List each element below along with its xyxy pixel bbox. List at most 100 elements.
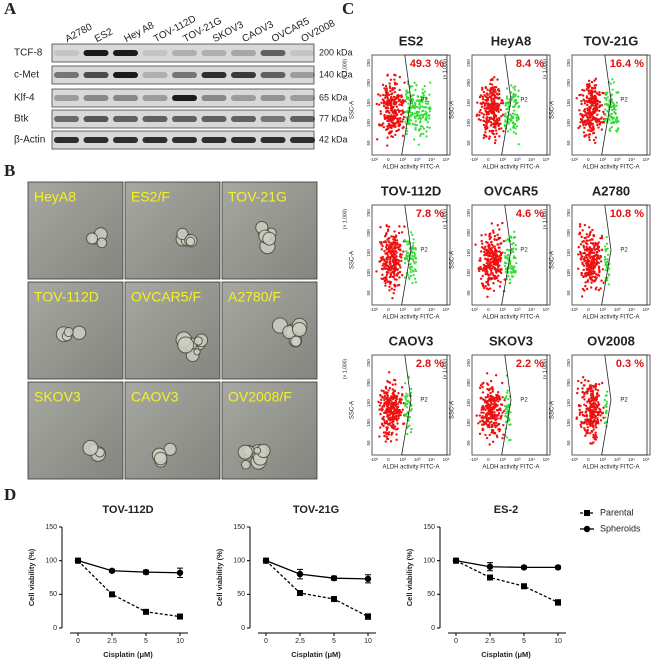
blot-band (172, 72, 197, 78)
flow-dot (425, 130, 428, 133)
flow-dot (595, 421, 598, 425)
flow-dot (397, 124, 401, 128)
flow-dot (482, 423, 485, 426)
flow-dot (606, 91, 609, 94)
flow-dot (382, 93, 385, 97)
flow-dot (388, 413, 392, 417)
flow-dot (376, 93, 380, 96)
flow-dot (611, 78, 614, 81)
flow-dot (580, 99, 583, 103)
x-tick-label: 10 (176, 638, 184, 645)
flow-y-tick: 100 (366, 419, 371, 427)
flow-dot (585, 259, 588, 263)
flow-dot (490, 240, 493, 244)
flow-dot (394, 235, 398, 239)
flow-dot (577, 379, 580, 383)
flow-dot (483, 104, 487, 107)
flow-dot (592, 259, 596, 263)
flow-gate (401, 54, 448, 156)
flow-dot (591, 390, 595, 393)
flow-dot (590, 123, 593, 126)
flow-dot (425, 135, 428, 138)
flow-dot (394, 383, 397, 386)
flow-dot (582, 246, 586, 249)
flow-dot (605, 394, 608, 397)
flow-dot (514, 99, 517, 102)
flow-title: OV2008 (587, 333, 635, 348)
flow-x-tick: 10³ (614, 457, 621, 462)
flow-dot (592, 265, 595, 269)
flow-dot (595, 436, 598, 439)
flow-dot (591, 262, 595, 265)
flow-dot (583, 119, 587, 123)
flow-dot (587, 398, 591, 401)
flow-dot (593, 245, 596, 248)
flow-dot (405, 116, 409, 119)
flow-dot (396, 129, 399, 132)
flow-dot (490, 246, 493, 250)
flow-dot (496, 390, 500, 394)
flow-dot (392, 260, 395, 263)
flow-dot (587, 117, 590, 120)
flow-dot (581, 387, 584, 390)
flow-dot (393, 90, 397, 94)
panel-label: C (342, 0, 354, 18)
flow-dot (392, 272, 396, 275)
flow-dot (401, 98, 404, 102)
flow-dot (604, 250, 607, 253)
flow-dot (479, 397, 482, 400)
flow-dot (582, 244, 585, 247)
blot-band (290, 50, 315, 56)
flow-dot (491, 131, 494, 135)
flow-dot (582, 384, 586, 387)
flow-dot (406, 109, 409, 112)
flow-dot (578, 250, 582, 254)
flow-dot (611, 88, 614, 91)
flow-dot (613, 111, 617, 115)
flow-dot (405, 412, 408, 415)
flow-dot (391, 388, 395, 391)
flow-dot (484, 396, 488, 399)
flow-dot (481, 86, 484, 90)
flow-dot (581, 115, 584, 118)
flow-dot (604, 269, 607, 272)
blot-band (113, 72, 138, 78)
flow-dot (414, 105, 417, 108)
blot-band (201, 116, 227, 122)
flow-dot (404, 382, 407, 385)
flow-dot (405, 395, 408, 398)
flow-dot (608, 99, 611, 102)
flow-dots (575, 77, 620, 145)
legend-label: Spheroids (600, 523, 641, 533)
flow-dot (383, 117, 387, 121)
flow-dot (589, 264, 592, 268)
flow-dot (398, 245, 401, 248)
flow-dot (596, 401, 600, 404)
flow-dot (410, 85, 414, 88)
flow-dot (378, 241, 382, 244)
flow-dot (591, 279, 594, 282)
flow-y-tick: 150 (466, 99, 471, 107)
flow-dot (377, 103, 381, 106)
flow-dot (479, 250, 483, 253)
flow-dot (406, 243, 409, 246)
flow-dot (420, 95, 423, 98)
flow-dot (400, 113, 403, 116)
cell-clump (262, 231, 277, 246)
flow-dot (583, 248, 587, 251)
flow-x-tick: 0 (587, 157, 590, 162)
flow-dot (604, 108, 607, 111)
flow-dot (605, 248, 608, 251)
flow-dot (388, 103, 391, 107)
flow-dot (411, 233, 414, 236)
flow-y-label: SSC-A (450, 401, 456, 419)
flow-x-label: ALDH activity FITC-A (482, 165, 539, 171)
flow-dot (410, 231, 413, 234)
flow-percent: 16.4 % (610, 58, 644, 70)
flow-dot (600, 234, 604, 238)
flow-dot (488, 388, 491, 392)
flow-dot (490, 425, 494, 429)
series-line (265, 560, 369, 618)
flow-dot (390, 99, 393, 103)
flow-dot (393, 86, 396, 90)
